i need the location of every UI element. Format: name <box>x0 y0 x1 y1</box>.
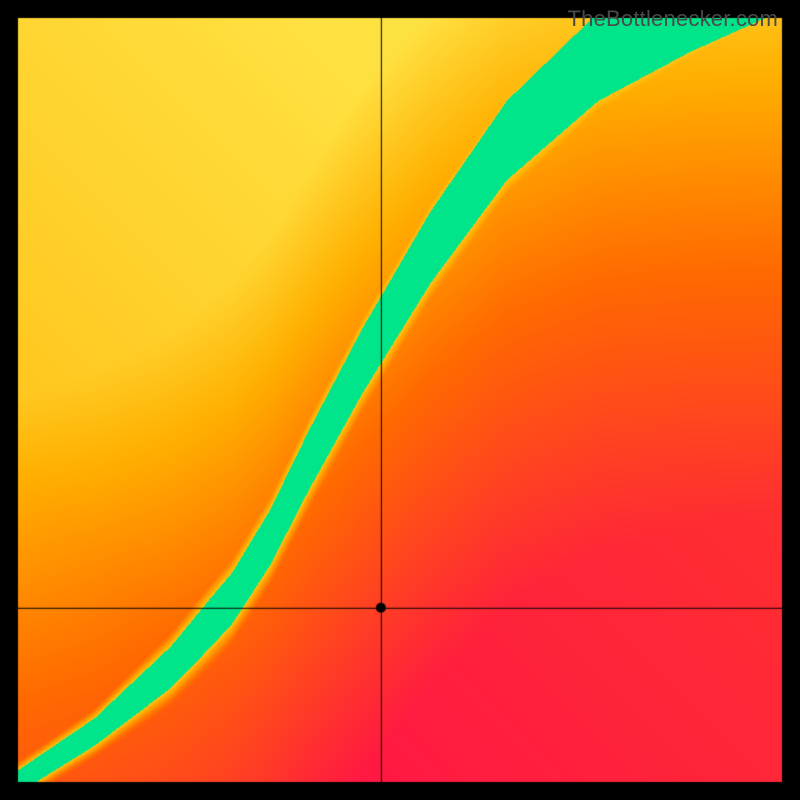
chart-container: TheBottlenecker.com <box>0 0 800 800</box>
bottleneck-heatmap-canvas <box>0 0 800 800</box>
watermark-text: TheBottlenecker.com <box>568 6 778 32</box>
